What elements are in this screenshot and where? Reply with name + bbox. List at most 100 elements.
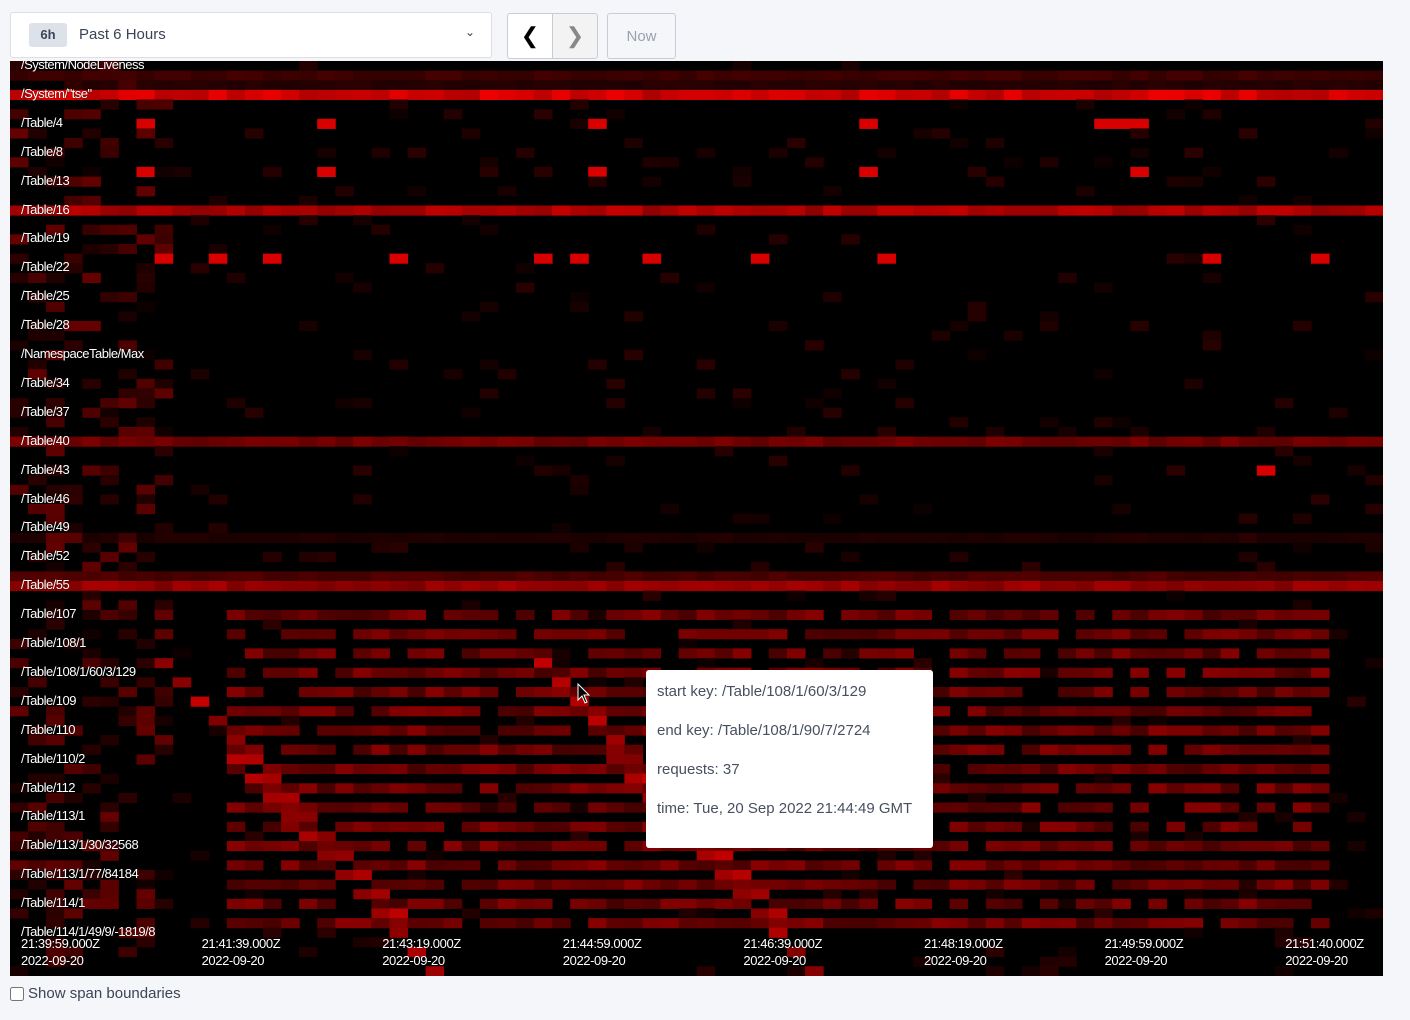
heatmap-cell	[1021, 205, 1041, 216]
heatmap-cell	[1148, 581, 1167, 592]
heatmap-cell	[335, 609, 354, 621]
heatmap-cell	[714, 446, 734, 457]
heatmap-cell	[64, 321, 83, 332]
heatmap-cell	[660, 609, 680, 621]
heatmap-cell	[299, 687, 318, 698]
heatmap-cell	[1329, 70, 1348, 81]
heatmap-cell	[136, 301, 156, 312]
heatmap-cell	[407, 532, 427, 544]
heatmap-cell	[1166, 609, 1186, 621]
heatmap-cell	[949, 879, 969, 890]
heatmap-cell	[46, 70, 65, 81]
heatmap-cell	[389, 89, 409, 101]
heatmap-cell	[263, 667, 282, 678]
heatmap-cell	[624, 70, 643, 81]
heatmap-cell	[317, 802, 336, 813]
heatmap-cell	[931, 581, 951, 592]
heatmap-cell	[118, 532, 137, 544]
heatmap-cell	[425, 648, 445, 659]
y-axis-label: /System/"tse"	[21, 85, 92, 101]
heatmap-cell	[588, 715, 607, 726]
heatmap-cell	[389, 927, 409, 938]
heatmap-cell	[1058, 648, 1077, 659]
heatmap-cell	[1238, 532, 1258, 544]
heatmap-cell	[263, 802, 282, 813]
heatmap-cell	[768, 581, 788, 592]
heatmap-cell	[732, 205, 752, 216]
heatmap-cell	[1094, 725, 1113, 736]
heatmap-cell	[1311, 802, 1330, 813]
heatmap-cell	[136, 128, 156, 139]
heatmap-cell	[516, 783, 535, 794]
heatmap-cell	[534, 783, 553, 794]
heatmap-cell	[10, 398, 29, 409]
heatmap-cell	[82, 80, 101, 91]
heatmap-cell	[1130, 532, 1149, 544]
y-axis-label: /Table/110	[21, 721, 76, 737]
heatmap-cell	[389, 436, 409, 447]
heatmap-cell	[841, 869, 860, 881]
heatmap-cell	[1347, 70, 1366, 81]
show-span-boundaries-checkbox[interactable]	[10, 986, 24, 1001]
heatmap-cell	[389, 802, 409, 813]
heatmap-cell	[10, 484, 29, 495]
heatmap-cell	[407, 205, 427, 216]
heatmap-cell	[859, 532, 878, 544]
heatmap-cell	[299, 764, 318, 775]
heatmap-cell	[1112, 571, 1131, 582]
heatmap-cell	[913, 629, 933, 640]
now-button[interactable]: Now	[607, 13, 676, 59]
heatmap-cell	[389, 609, 409, 621]
heatmap-cell	[136, 869, 156, 881]
heatmap-cell	[841, 61, 860, 72]
heatmap-cell	[516, 571, 535, 582]
heatmap-cell	[1220, 918, 1240, 929]
heatmap-cell	[552, 783, 571, 794]
heatmap-cell	[389, 532, 409, 544]
heatmap-cell	[949, 918, 969, 929]
heatmap-cell	[516, 89, 535, 101]
heatmap-cell	[118, 340, 137, 351]
heatmap-cell	[1003, 629, 1023, 640]
heatmap-cell	[64, 956, 83, 967]
heatmap-cell	[931, 205, 951, 216]
heatmap-cell	[1058, 802, 1077, 813]
key-visualizer-heatmap[interactable]: /System/NodeLiveness/System/"tse"/Table/…	[10, 61, 1383, 976]
next-time-button[interactable]: ❯	[552, 13, 598, 59]
heatmap-cell	[1094, 773, 1113, 784]
heatmap-cell	[678, 70, 698, 81]
y-axis-label: /Table/22	[21, 259, 70, 275]
heatmap-cell	[967, 629, 987, 640]
heatmap-cell	[768, 147, 788, 158]
heatmap-cell	[588, 359, 607, 370]
heatmap-cell	[317, 166, 336, 178]
heatmap-cell	[624, 754, 643, 765]
heatmap-cell	[660, 918, 680, 929]
heatmap-cell	[985, 802, 1005, 813]
heatmap-cell	[949, 581, 969, 592]
heatmap-cell	[696, 70, 716, 81]
heatmap-cell	[1184, 609, 1204, 621]
heatmap-cell	[588, 436, 607, 447]
heatmap-cell	[46, 436, 65, 447]
show-span-boundaries-toggle[interactable]: Show span boundaries	[10, 985, 181, 1002]
time-range-selector[interactable]: 6h Past 6 Hours ⌄	[10, 12, 492, 58]
heatmap-cell	[967, 648, 987, 659]
heatmap-cell	[479, 224, 499, 235]
heatmap-cell	[1274, 89, 1294, 101]
heatmap-cell	[588, 581, 607, 592]
heatmap-cell	[516, 609, 535, 621]
y-axis-label: /Table/113/1	[21, 808, 85, 824]
heatmap-cell	[1202, 821, 1222, 832]
heatmap-cell	[46, 484, 65, 495]
heatmap-cell	[82, 783, 101, 794]
previous-time-button[interactable]: ❮	[507, 13, 553, 59]
heatmap-cell	[10, 802, 29, 813]
heatmap-cell	[371, 80, 390, 91]
heatmap-cell	[1256, 89, 1276, 101]
heatmap-cell	[967, 70, 987, 81]
heatmap-cell	[534, 648, 553, 659]
heatmap-cell	[1238, 195, 1258, 206]
heatmap-cell	[226, 725, 246, 736]
heatmap-cell	[28, 292, 47, 303]
